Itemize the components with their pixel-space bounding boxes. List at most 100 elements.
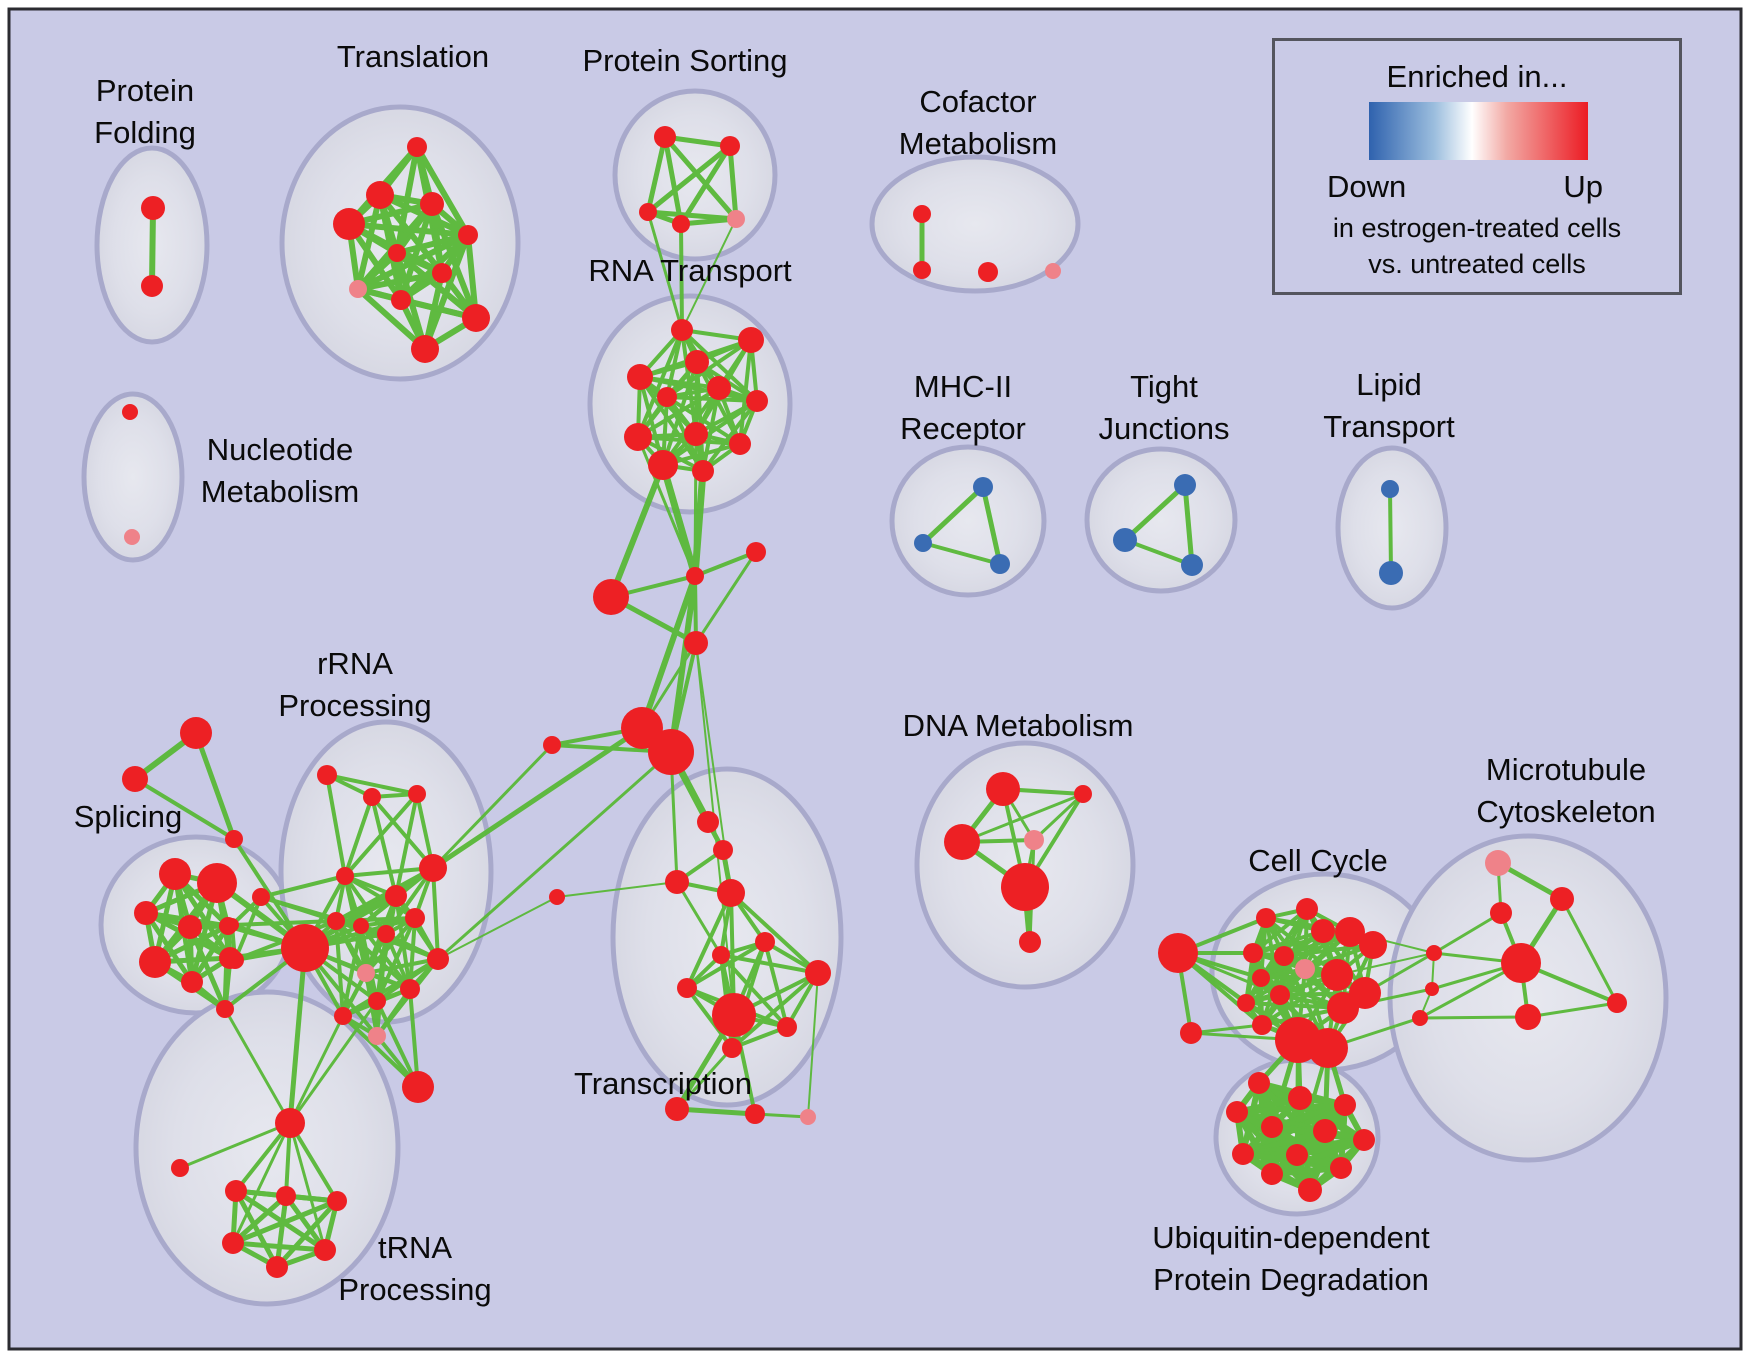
edge [727,143,739,222]
edge [719,953,820,975]
edge [659,461,699,580]
gene-set-node [627,364,653,390]
gene-set-node [1501,943,1541,983]
gene-set-node [913,261,931,279]
cluster-label-ubiquitin-degradation: Ubiquitin-dependent [1152,1220,1430,1255]
gene-set-node [914,534,932,552]
edge [230,1240,328,1253]
gene-set-node [171,1159,189,1177]
gene-set-node [746,542,766,562]
edge [1388,487,1393,575]
cluster-label-microtubule-cytoskeleton: Microtubule [1486,752,1646,787]
gene-set-node [973,477,993,497]
edge [646,210,684,332]
cluster-label-transcription: Transcription [574,1066,752,1101]
gene-set-node [400,979,420,999]
gene-set-node [1313,1119,1337,1143]
edge [701,386,721,473]
gene-set-node [1321,959,1353,991]
gene-set-node [1425,982,1439,996]
gene-set-node [1252,969,1270,987]
gene-set-node [408,785,426,803]
gene-set-node [686,567,704,585]
gene-set-node [1226,1101,1248,1123]
legend-caption-line1: in estrogen-treated cells [1332,213,1622,243]
gene-set-node [1237,994,1255,1012]
gene-set-node [624,423,652,451]
gene-set-node [225,830,243,848]
cluster-label-dna-metabolism: DNA Metabolism [903,708,1134,743]
gene-set-node [1074,785,1092,803]
edge [685,940,767,990]
gene-set-node [755,932,775,952]
edge [675,1046,734,1111]
gene-set-node [377,925,395,943]
edge [685,986,734,1050]
legend-down-label: Down [1327,169,1407,204]
gene-set-node [657,387,677,407]
gene-set-node [1298,1178,1322,1202]
edge [980,484,1003,567]
gene-set-node [654,126,676,148]
edge [638,375,759,403]
gene-set-node [357,964,375,982]
gene-set-node [1286,1144,1308,1166]
gene-set-node [677,978,697,998]
edge [437,896,558,960]
edge [645,134,668,215]
gene-set-node [407,137,427,157]
gene-set-node [729,433,751,455]
gene-set-node [252,888,270,906]
edge [355,192,383,292]
edge [763,940,789,1029]
edge [701,399,759,473]
gene-set-node [800,1109,816,1125]
gene-set-node [1334,1094,1356,1116]
gene-set-node [1256,908,1276,928]
edge [259,874,347,899]
legend-gradient-bar [1369,102,1588,160]
edge [355,270,445,292]
gene-set-node [1550,887,1574,911]
gene-set-node [462,304,490,332]
edge [408,987,420,1089]
gene-set-node [738,327,764,353]
gene-set-node [141,275,163,297]
cluster-label-trna-processing: Processing [338,1272,491,1307]
gene-set-node [707,376,731,400]
gene-set-node [671,319,693,341]
gene-set-node [349,280,367,298]
edge [921,541,1002,566]
edge [636,435,697,578]
gene-set-node [122,766,148,792]
gene-set-node [1330,1157,1352,1179]
gene-set-node [1426,945,1442,961]
gene-set-node [281,924,329,972]
edge [1182,482,1195,568]
edge [645,143,733,215]
gene-set-node [1261,1116,1283,1138]
edge [343,866,435,878]
cluster-label-cell-cycle: Cell Cycle [1248,843,1388,878]
cluster-label-mhc-ii-receptor: Receptor [900,411,1026,446]
gene-set-node [684,631,708,655]
edge [394,792,419,898]
gene-set-node [978,262,998,282]
gene-set-node [805,960,831,986]
gene-set-node [1353,1129,1375,1151]
gene-set-node [222,1232,244,1254]
edge [287,945,308,1126]
gene-set-node [648,450,678,480]
gene-set-node [692,460,714,482]
edge [678,216,739,227]
legend-caption-line2: vs. untreated cells [1368,249,1586,279]
cluster-ellipse-nucleotide-metabolism [81,391,185,563]
legend-title: Enriched in... [1386,59,1568,94]
gene-set-node [411,335,439,363]
gene-set-node [1515,1004,1541,1030]
gene-set-node [944,824,980,860]
cluster-label-ubiquitin-degradation: Protein Degradation [1153,1262,1429,1297]
gene-set-node [124,529,140,545]
gene-set-node [1308,1028,1348,1068]
edge [223,1007,292,1125]
